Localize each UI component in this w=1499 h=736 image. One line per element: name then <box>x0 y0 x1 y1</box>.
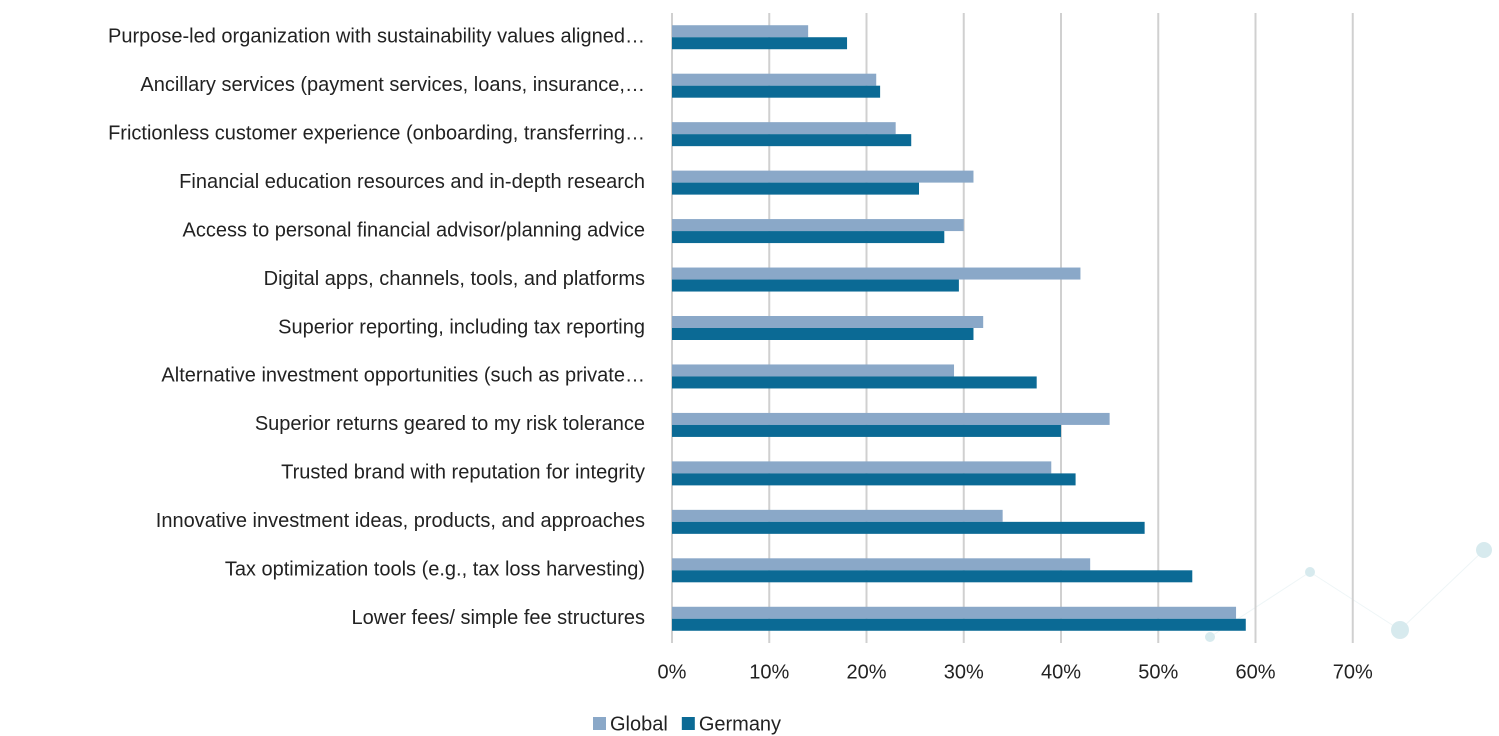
bar <box>672 607 1236 619</box>
legend: Global Germany <box>593 713 781 735</box>
bar <box>672 473 1076 485</box>
y-tick-label: Alternative investment opportunities (su… <box>161 365 645 387</box>
bar <box>672 558 1090 570</box>
x-tick-label: 0% <box>658 661 687 683</box>
x-tick-label: 60% <box>1235 661 1275 683</box>
bar <box>672 183 919 195</box>
bar <box>672 122 896 134</box>
y-tick-label: Lower fees/ simple fee structures <box>352 607 645 629</box>
x-tick-label: 70% <box>1333 661 1373 683</box>
y-tick-label: Trusted brand with reputation for integr… <box>281 462 645 484</box>
bar <box>672 74 876 86</box>
plot-area: 0% 10% 20% 30% 40% 50% 60% 70% Purpose-led organ… <box>108 13 1373 735</box>
bar <box>672 461 1051 473</box>
y-tick-label: Ancillary services (payment services, lo… <box>140 74 645 96</box>
x-tick-label: 30% <box>944 661 984 683</box>
bar <box>672 219 964 231</box>
x-tick-label: 20% <box>846 661 886 683</box>
bar <box>672 376 1037 388</box>
page: {"chart_data": {"type": "hbar", "categor… <box>0 0 1499 736</box>
y-tick-label: Tax optimization tools (e.g., tax loss h… <box>225 559 645 581</box>
y-tick-label: Superior returns geared to my risk toler… <box>255 413 645 435</box>
x-tick-label: 40% <box>1041 661 1081 683</box>
bar <box>672 25 808 37</box>
y-tick-label: Financial education resources and in-dep… <box>179 171 645 193</box>
bar <box>672 328 973 340</box>
chart: 0% 10% 20% 30% 40% 50% 60% 70% Purpose-led organ… <box>0 0 1499 736</box>
bar <box>672 171 973 183</box>
bar <box>672 134 911 146</box>
bar <box>672 86 880 98</box>
y-tick-label: Superior reporting, including tax report… <box>278 316 645 338</box>
bar <box>672 37 847 49</box>
y-tick-label: Frictionless customer experience (onboar… <box>108 122 645 144</box>
y-tick-label: Purpose-led organization with sustainabi… <box>108 26 645 48</box>
bar <box>672 413 1110 425</box>
y-tick-label: Access to personal financial advisor/pla… <box>183 219 646 241</box>
legend-label: Global <box>610 713 668 735</box>
bar <box>672 268 1080 280</box>
background-decoration <box>1205 542 1492 642</box>
y-tick-label: Innovative investment ideas, products, a… <box>156 510 645 532</box>
x-tick-label: 50% <box>1138 661 1178 683</box>
bar <box>672 364 954 376</box>
bar <box>672 316 983 328</box>
x-tick-label: 10% <box>749 661 789 683</box>
bar <box>672 231 944 243</box>
bar <box>672 280 959 292</box>
bar <box>672 619 1246 631</box>
y-tick-label: Digital apps, channels, tools, and platf… <box>264 268 645 290</box>
bar <box>672 510 1003 522</box>
legend-swatch <box>593 717 606 730</box>
bar <box>672 522 1145 534</box>
bar <box>672 425 1061 437</box>
legend-label: Germany <box>699 713 781 735</box>
legend-swatch <box>682 717 695 730</box>
bar <box>672 570 1192 582</box>
